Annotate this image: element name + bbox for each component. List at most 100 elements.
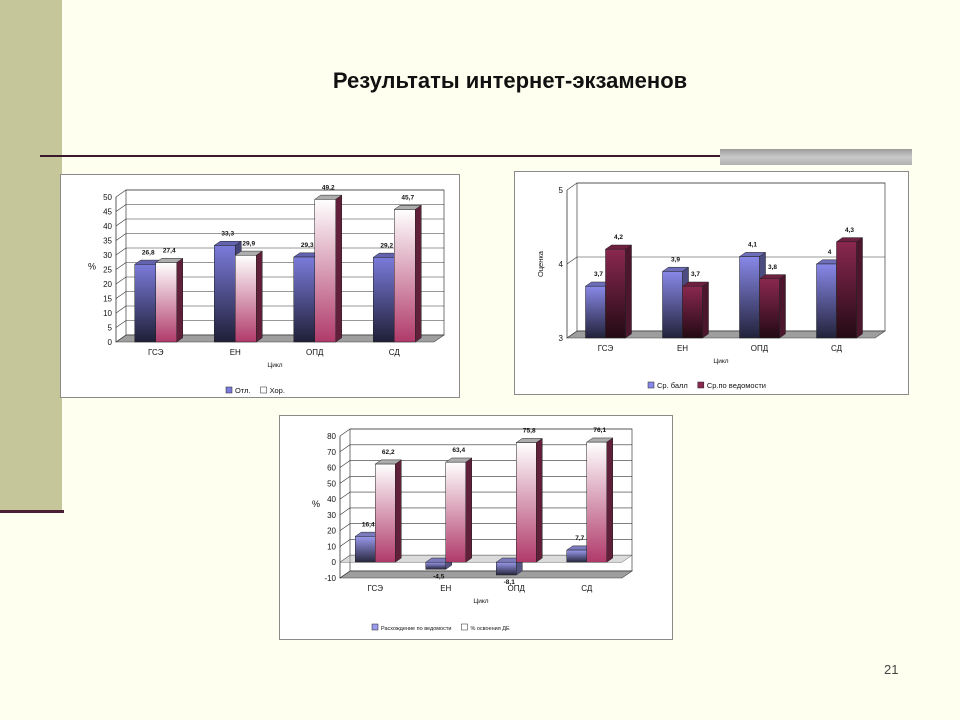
data-label: 7,7 — [575, 535, 584, 542]
data-label: -4,5 — [433, 573, 445, 580]
x-axis-title: Цикл — [713, 358, 728, 365]
data-label: 4,1 — [748, 242, 757, 249]
bar-0-СД — [373, 257, 395, 343]
gridline-side — [339, 491, 351, 500]
bar-1-ГСЭ — [605, 248, 626, 339]
bar-1-СД-side — [415, 204, 422, 343]
left-decor-band — [0, 0, 62, 512]
legend-swatch — [461, 623, 468, 631]
gridline-side — [115, 218, 127, 227]
y-tick-label: 30 — [327, 511, 336, 520]
legend-swatch — [260, 386, 267, 394]
bar-1-ЕН — [235, 255, 257, 343]
x-axis-title: Цикл — [473, 598, 488, 605]
chart-scores: 3 4 5 3,7 4,2 ГСЭ 3,9 3,7 ЕН 4,1 3,8 ОПД 4 4,3 СД Цикл О… — [536, 182, 886, 390]
x-category-label: ЕН — [230, 348, 241, 357]
data-label: 3,9 — [671, 256, 680, 263]
x-category-label: ЕН — [677, 344, 688, 353]
data-label: 49,2 — [322, 184, 335, 191]
y-tick-label: 50 — [327, 479, 336, 488]
data-label: 63,4 — [452, 447, 465, 454]
x-category-label: ОПД — [751, 344, 769, 353]
legend-label: Хор. — [270, 386, 285, 395]
x-category-label: ОПД — [306, 348, 324, 357]
data-label: 3,8 — [768, 264, 777, 271]
gridline-side — [115, 334, 127, 343]
bar-0-СД — [816, 263, 837, 339]
gridline-side — [339, 476, 351, 484]
data-label: 3,7 — [691, 271, 700, 278]
chart-scores-panel: 3 4 5 3,7 4,2 ГСЭ 3,9 3,7 ЕН 4,1 3,8 ОПД 4 4,3 СД Цикл О… — [514, 171, 909, 395]
bar-1-ОПД — [314, 199, 336, 343]
data-label: 16,4 — [362, 521, 375, 528]
gridline-side — [115, 291, 127, 299]
data-label: 29,9 — [242, 240, 255, 247]
y-tick-label: 30 — [103, 251, 112, 260]
bar-1-ГСЭ — [375, 463, 396, 563]
bar-1-ОПД-side — [335, 194, 342, 343]
y-tick-label: 25 — [103, 266, 112, 275]
bar-0-ЕН — [662, 271, 683, 339]
data-label: -8,1 — [504, 579, 516, 586]
y-tick-label: 40 — [327, 495, 336, 504]
bar-1-ОПД — [759, 278, 780, 339]
bar-1-ГСЭ-side — [395, 459, 402, 563]
x-category-label: ГСЭ — [598, 344, 614, 353]
y-tick-label: 45 — [103, 208, 112, 217]
y-tick-label: 60 — [327, 464, 336, 473]
gridline-side — [339, 570, 351, 579]
chart-mastery: -10 0 10 20 30 40 50 60 70 80 16,4 62,2 ГСЭ -4,5 63,4 Е… — [312, 427, 633, 632]
bar-1-СД — [586, 441, 607, 563]
bar-0-ГСЭ — [134, 264, 156, 343]
y-axis-title: % — [312, 499, 320, 509]
legend-label: Ср.по ведомости — [707, 381, 766, 390]
y-axis-title: Оценка — [536, 250, 545, 277]
bar-1-СД — [836, 241, 857, 339]
title-rule — [40, 155, 910, 157]
y-tick-label: 0 — [332, 558, 337, 567]
bar-1-ЕН-side — [702, 281, 709, 339]
x-category-label: СД — [581, 584, 593, 593]
y-axis-title: % — [88, 262, 96, 272]
y-tick-label: 20 — [327, 527, 336, 536]
bar-1-СД — [394, 209, 416, 343]
data-label: 3,7 — [594, 271, 603, 278]
y-tick-label: 5 — [559, 186, 564, 195]
gridline-side — [115, 320, 127, 328]
bar-1-ЕН — [445, 461, 466, 563]
gridline-side — [339, 460, 351, 468]
title-rule-bar — [720, 149, 912, 165]
y-tick-label: 20 — [103, 280, 112, 289]
bar-0-ОПД — [496, 561, 517, 576]
y-tick-label: 4 — [559, 260, 564, 269]
gridline-side — [339, 523, 351, 531]
gridline-side — [566, 256, 578, 265]
bar-1-СД-side — [606, 437, 613, 563]
x-category-label: ГСЭ — [368, 584, 384, 593]
y-tick-label: 80 — [327, 432, 336, 441]
bar-1-ОПД — [516, 442, 537, 563]
legend-label: Отл. — [235, 386, 251, 395]
bar-1-ЕН-side — [256, 250, 263, 343]
data-label: 29,2 — [380, 242, 393, 249]
y-tick-label: -10 — [324, 574, 336, 583]
gridline-side — [115, 233, 127, 241]
legend-label: Ср. балл — [657, 381, 688, 390]
bar-0-ЕН — [425, 561, 446, 570]
x-category-label: ОПД — [508, 584, 526, 593]
gridline-side — [566, 330, 578, 339]
bar-1-ГСЭ-side — [625, 244, 632, 339]
bar-0-ОПД — [293, 256, 315, 343]
y-tick-label: 10 — [103, 309, 112, 318]
bar-0-СД — [566, 549, 587, 563]
bar-0-ГСЭ — [585, 285, 606, 339]
gridline-side — [339, 428, 351, 437]
y-tick-label: 10 — [327, 542, 336, 551]
bar-1-ОПД-side — [536, 437, 543, 563]
chart-mastery-panel: -10 0 10 20 30 40 50 60 70 80 16,4 62,2 ГСЭ -4,5 63,4 Е… — [279, 415, 673, 640]
x-axis-title: Цикл — [267, 362, 282, 369]
gridline-side — [115, 247, 127, 256]
slide-title: Результаты интернет-экзаменов — [332, 68, 688, 93]
bar-1-ЕН-side — [465, 457, 472, 563]
gridline-side — [115, 262, 127, 270]
